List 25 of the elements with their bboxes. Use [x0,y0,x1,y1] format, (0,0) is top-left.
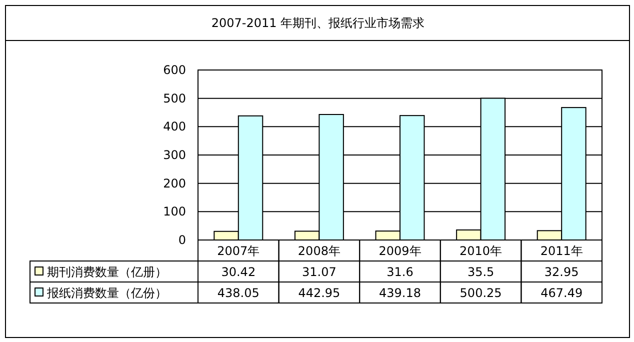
x-tick-label: 2010年 [460,244,502,258]
data-label: 439.18 [379,286,421,300]
x-tick-label: 2009年 [378,244,422,258]
data-label: 500.25 [460,286,502,300]
x-tick-label: 2008年 [298,244,340,258]
y-tick-label: 300 [163,148,186,162]
y-tick-label: 600 [163,63,186,77]
x-tick-label: 2011年 [540,244,583,258]
y-tick-label: 500 [163,91,186,106]
legend-label: 期刊消费数量（亿册） [47,265,167,279]
y-tick-label: 200 [163,176,186,190]
data-label: 31.6 [386,265,414,279]
data-label: 35.5 [467,265,494,279]
chart-title: 2007-2011 年期刊、报纸行业市场需求 [211,16,425,30]
y-tick-label: 100 [163,204,186,219]
data-label: 32.95 [544,265,579,279]
x-tick-label: 2007年 [217,244,260,258]
data-label: 467.49 [540,286,583,300]
y-tick-label: 400 [163,120,186,134]
legend-label: 报纸消费数量（亿份） [46,286,167,300]
data-label: 438.05 [217,286,260,300]
data-label: 31.07 [302,265,336,279]
data-label: 442.95 [298,286,340,300]
data-label: 30.42 [221,265,256,279]
y-tick-label: 0 [178,233,186,247]
